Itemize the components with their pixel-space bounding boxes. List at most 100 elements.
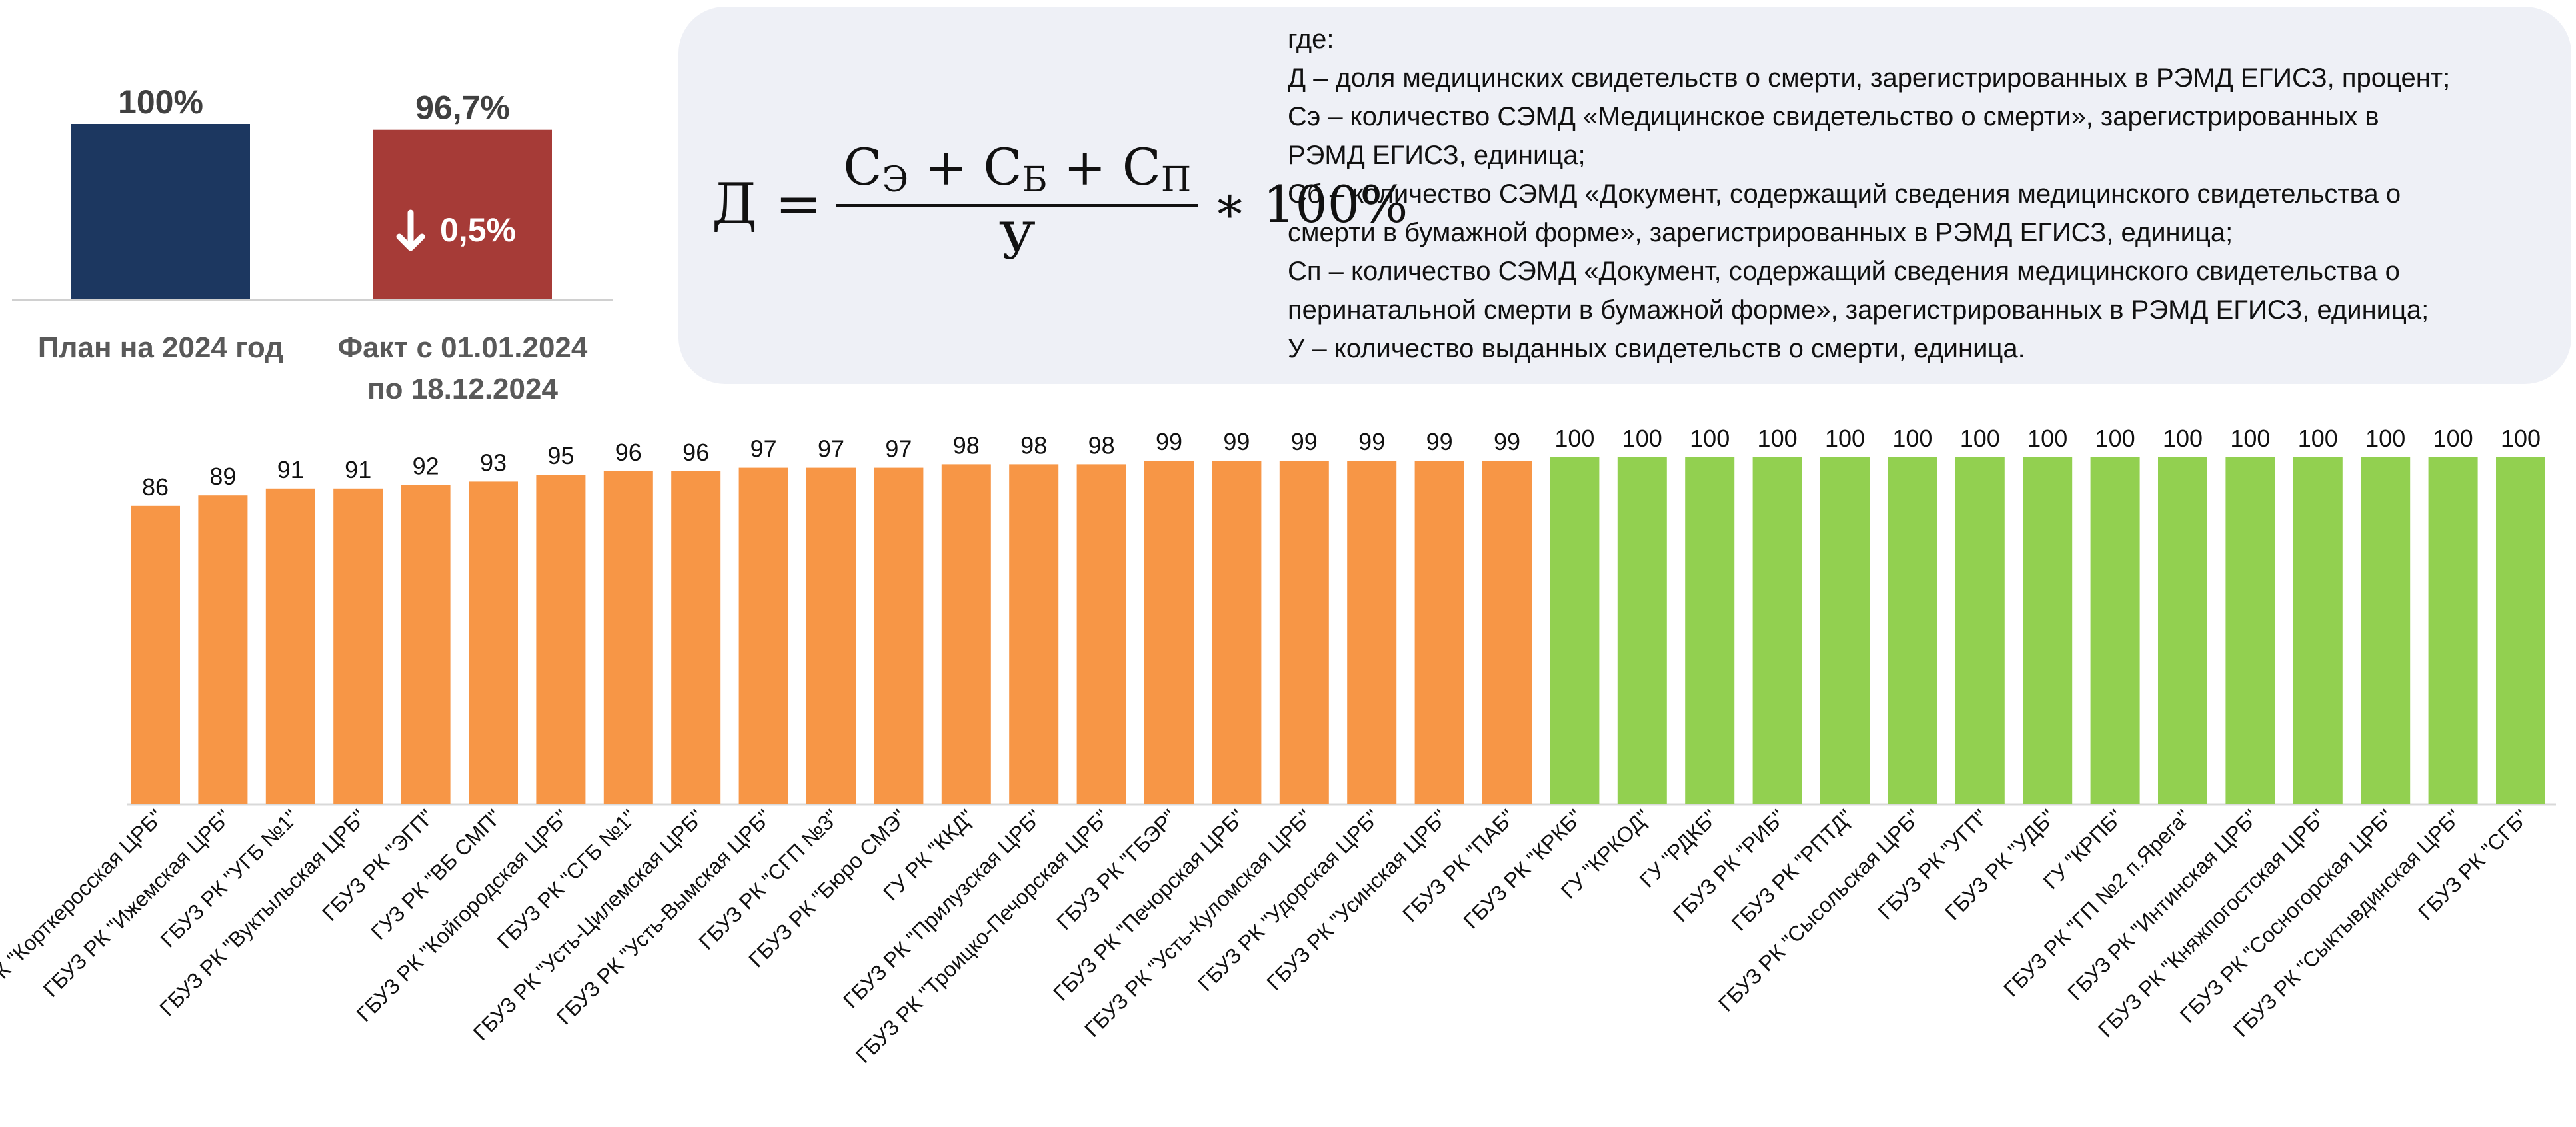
bar-value-label: 100 xyxy=(2501,425,2541,452)
category-label: ГБУЗ РК "УГП" xyxy=(1873,804,1992,924)
category-label: ГУ РК "ККД" xyxy=(878,804,979,905)
bar xyxy=(1212,461,1262,804)
bar-value-label: 99 xyxy=(1358,428,1385,455)
bar xyxy=(874,467,924,804)
category-label: ГБУЗ РК "Печорская ЦРБ" xyxy=(1048,804,1249,1005)
legend-line: Сб – количество СЭМД «Документ, содержащ… xyxy=(1288,179,2401,209)
bar-value-label: 97 xyxy=(885,435,912,463)
bar xyxy=(1685,457,1735,804)
bar xyxy=(1076,464,1126,804)
bar-value-label: 99 xyxy=(1223,428,1250,455)
bar xyxy=(536,475,586,804)
bar xyxy=(265,488,315,804)
category-label: ГБУЗ РК "Койгородская ЦРБ" xyxy=(352,804,574,1026)
bar xyxy=(1888,457,1937,804)
formula-term-c: С xyxy=(843,137,882,197)
bar-value-label: 100 xyxy=(1622,425,1662,452)
category-label: ГБУЗ РК "Усть-Куломская ЦРБ" xyxy=(1080,804,1316,1041)
bar xyxy=(2090,457,2140,804)
fact-change-label: 0,5% xyxy=(440,211,516,249)
legend-line: Сэ – количество СЭМД «Медицинское свидет… xyxy=(1288,102,2379,131)
bar-value-label: 98 xyxy=(1020,431,1047,459)
formula-term-c: С xyxy=(983,137,1022,197)
bar-value-label: 100 xyxy=(2163,425,2203,452)
bar-value-label: 99 xyxy=(1291,428,1318,455)
bar-value-label: 99 xyxy=(1156,428,1182,455)
formula-plus: + xyxy=(1047,137,1122,197)
category-label: ГБУЗ РК "РИБ" xyxy=(1668,804,1790,926)
bar-value-label: 96 xyxy=(682,439,709,466)
bar-value-label: 91 xyxy=(277,456,304,483)
bar-value-label: 95 xyxy=(547,442,574,469)
legend-line: Д – доля медицинских свидетельств о смер… xyxy=(1288,63,2451,93)
bar-value-label: 100 xyxy=(2433,425,2473,452)
legend-line: У – количество выданных свидетельств о с… xyxy=(1288,334,2025,363)
formula-term-c: С xyxy=(1122,137,1161,197)
formula-denominator: У xyxy=(998,211,1036,271)
category-label: ГБУЗ РК "СГП №3" xyxy=(694,804,843,954)
bar-value-label: 100 xyxy=(1758,425,1798,452)
bar xyxy=(2496,457,2545,804)
category-label: ГБУЗ РК "Бюро СМЭ" xyxy=(744,804,911,972)
formula-numerator: СЭ + СБ + СП xyxy=(836,137,1198,207)
bar xyxy=(2225,457,2275,804)
bar-value-label: 100 xyxy=(2230,425,2270,452)
bar xyxy=(738,467,788,804)
legend-line: где: xyxy=(1288,25,1334,54)
bar-value-label: 100 xyxy=(2027,425,2067,452)
fact-value-label: 96,7% xyxy=(415,89,510,127)
category-label: ГБУЗ РК "Удорская ЦРБ" xyxy=(1193,804,1384,996)
category-label: ГБУЗ РК "Ижемская ЦРБ" xyxy=(39,804,236,1002)
bar xyxy=(941,464,991,804)
category-label: ГБУЗ РК "Вуктыльская ЦРБ" xyxy=(155,804,371,1020)
bar-value-label: 98 xyxy=(1088,431,1115,459)
category-label: ГБУЗ РК "Усть-Вымская ЦРБ" xyxy=(552,804,776,1029)
fact-bar xyxy=(373,129,552,300)
formula-subscript: Э xyxy=(882,160,909,200)
chart-bars: 86 ГБУЗ РК "Корткеросская ЦРБ" 89 ГБУЗ РК "… xyxy=(0,425,2545,1068)
legend-line: РЭМД ЕГИСЗ, единица; xyxy=(1288,141,1586,170)
category-label: ГБУЗ РК "Троицко-Печорская ЦРБ" xyxy=(851,804,1114,1068)
plan-fact-panel: 100% 96,7% 0,5% План на 2024 год Факт с … xyxy=(12,83,613,405)
bar-value-label: 93 xyxy=(480,449,507,476)
bar-value-label: 99 xyxy=(1426,428,1453,455)
bar-value-label: 92 xyxy=(413,453,439,480)
category-label: ГБУЗ РК "УДБ" xyxy=(1940,804,2060,924)
bar-value-label: 99 xyxy=(1494,428,1520,455)
bar-value-label: 86 xyxy=(142,473,169,501)
category-label: ГБУЗ РК "Корткеросская ЦРБ" xyxy=(0,804,168,1033)
formula: Д = СЭ + СБ + СП У ∗ 100% xyxy=(712,131,1408,277)
bar xyxy=(2023,457,2073,804)
formula-subscript: П xyxy=(1160,160,1192,200)
bar xyxy=(1820,457,1870,804)
bar xyxy=(2158,457,2207,804)
category-label: ГБУЗ РК "КРКБ" xyxy=(1459,804,1588,933)
category-label: ГБУЗ РК "СГБ №1" xyxy=(493,804,641,953)
bar xyxy=(2293,457,2343,804)
bar-value-label: 98 xyxy=(953,431,980,459)
bar xyxy=(1347,461,1397,804)
bar-value-label: 100 xyxy=(2365,425,2405,452)
fact-label-line1: Факт с 01.01.2024 xyxy=(338,331,588,364)
category-label: ГБУЗ РК "Сосногорская ЦРБ" xyxy=(2175,804,2398,1027)
bar xyxy=(1752,457,1802,804)
bar xyxy=(806,467,856,804)
category-label: ГБУЗ РК "Сыктывдинская ЦРБ" xyxy=(2229,804,2465,1041)
category-label: ГБУЗ РК "Усть-Цилемская ЦРБ" xyxy=(469,804,709,1045)
bar xyxy=(1144,461,1194,804)
bar xyxy=(1009,464,1059,804)
legend-line: Сп – количество СЭМД «Документ, содержащ… xyxy=(1288,257,2400,286)
bar-value-label: 97 xyxy=(818,435,844,463)
bar xyxy=(1482,461,1532,804)
bar-value-label: 100 xyxy=(2095,425,2135,452)
category-label: ГБУЗ РК "ГБЭР" xyxy=(1052,804,1182,934)
category-label: ГБУЗ РК "Усинская ЦРБ" xyxy=(1262,804,1452,994)
bar-value-label: 100 xyxy=(2298,425,2338,452)
bar-value-label: 91 xyxy=(345,456,371,483)
bar xyxy=(131,505,180,804)
bar xyxy=(1617,457,1667,804)
bar xyxy=(671,471,721,804)
bar-value-label: 100 xyxy=(1892,425,1932,452)
bar xyxy=(2361,457,2411,804)
formula-subscript: Б xyxy=(1022,160,1048,200)
